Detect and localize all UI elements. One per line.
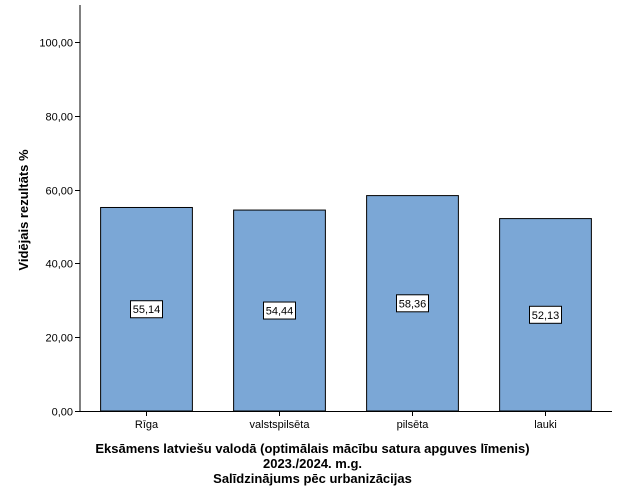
x-axis-title-line-3: Salīdzinājums pēc urbanizācijas xyxy=(213,471,412,486)
y-tick-label: 20,00 xyxy=(45,333,73,345)
x-tick-label: lauki xyxy=(534,419,557,431)
data-label-box xyxy=(396,294,429,313)
data-label-box xyxy=(130,300,163,319)
y-axis: 0,00 20,00 40,00 60,00 80,00 100,00 xyxy=(39,5,81,419)
x-tick-label: valstspilsēta xyxy=(250,419,311,431)
data-label: 58,36 xyxy=(399,298,427,310)
y-tick-label: 80,00 xyxy=(45,112,73,124)
data-label: 52,13 xyxy=(532,310,560,322)
y-tick-label: 60,00 xyxy=(45,186,73,198)
data-label: 55,14 xyxy=(133,304,161,316)
y-tick-label: 100,00 xyxy=(39,38,73,50)
data-label-box xyxy=(263,301,296,320)
x-tick-label: pilsēta xyxy=(397,419,430,431)
x-axis: Rīga valstspilsēta pilsēta lauki xyxy=(80,411,612,431)
y-tick-label: 0,00 xyxy=(52,407,73,419)
bars xyxy=(100,195,592,412)
data-labels: 55,14 54,44 58,36 52,13 xyxy=(130,294,562,324)
y-axis-title: Vidējais rezultāts % xyxy=(16,149,31,271)
y-tick-label: 40,00 xyxy=(45,259,73,271)
data-label-box xyxy=(529,305,562,324)
data-label: 54,44 xyxy=(266,306,294,318)
x-axis-title-line-2: 2023./2024. m.g. xyxy=(262,456,362,471)
x-tick-label: Rīga xyxy=(135,419,159,431)
x-axis-title-line-1: Eksāmens latviešu valodā (optimālais māc… xyxy=(95,441,530,456)
